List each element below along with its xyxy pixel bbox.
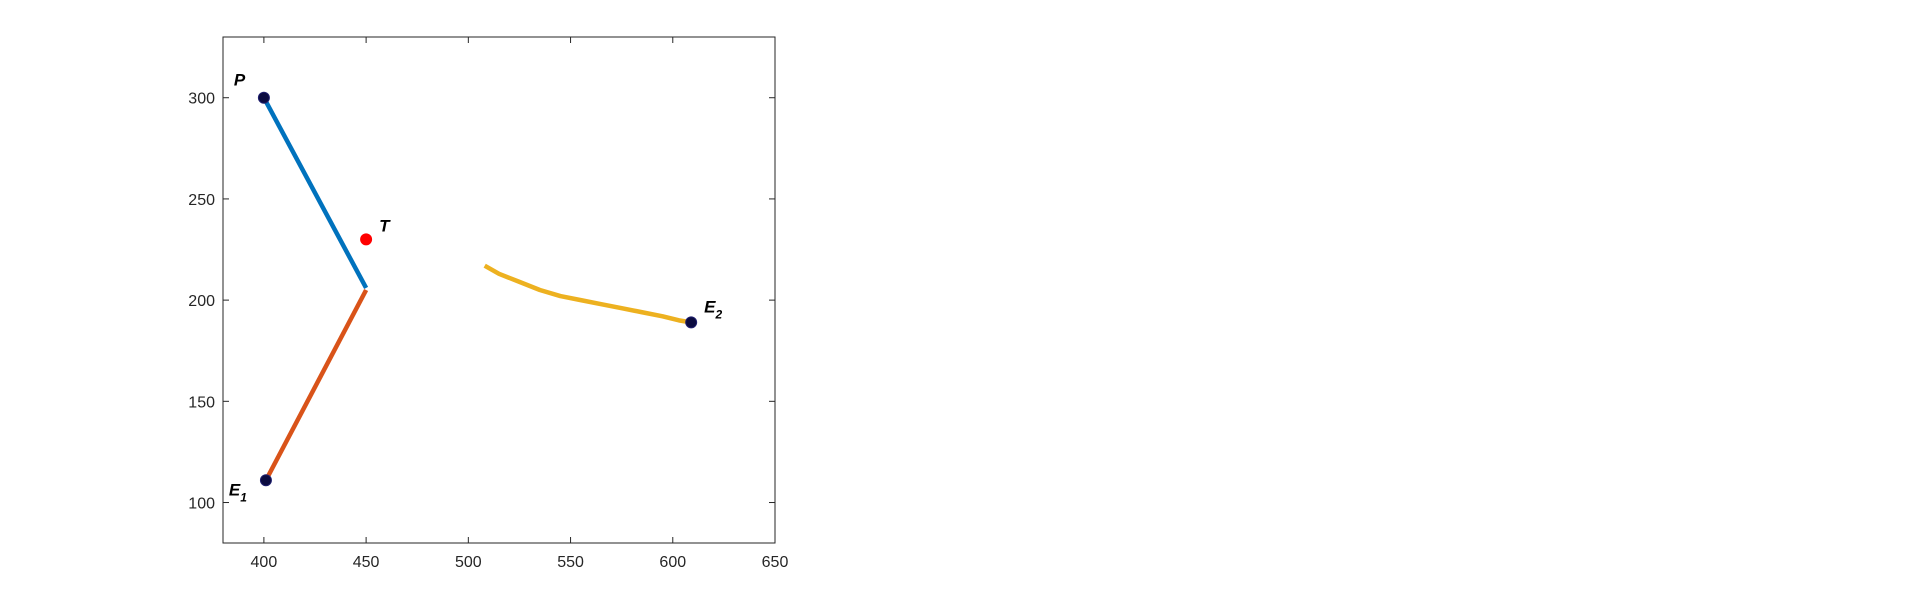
y-tick-label-100: 100	[188, 496, 215, 513]
marker-label-sub-E1: 1	[240, 490, 247, 504]
marker-label-E2: E2	[704, 297, 722, 321]
y-tick-label-250: 250	[188, 192, 215, 209]
marker-label-main-P: P	[234, 71, 246, 90]
series-line-0	[261, 96, 369, 290]
series-line-2	[483, 263, 692, 325]
marker-point-T	[360, 233, 373, 246]
x-tick-label-500: 500	[455, 554, 482, 571]
x-tick-label-650: 650	[762, 554, 789, 571]
marker-label-P: P	[234, 71, 246, 90]
series-group	[261, 96, 692, 482]
x-tick-label-600: 600	[659, 554, 686, 571]
marker-label-main-T: T	[379, 216, 391, 235]
y-tick-label-200: 200	[188, 293, 215, 310]
x-tick-label-450: 450	[353, 554, 380, 571]
marker-label-T: T	[379, 216, 391, 235]
y-tick-label-150: 150	[188, 394, 215, 411]
marker-point-E2	[685, 316, 698, 329]
series-line-1	[263, 288, 369, 482]
marker-point-P	[257, 91, 270, 104]
marker-label-main-E1: E	[229, 480, 241, 499]
marker-label-main-E2: E	[704, 297, 716, 316]
x-tick-label-550: 550	[557, 554, 584, 571]
marker-label-E1: E1	[229, 480, 247, 504]
marker-point-E1	[259, 474, 272, 487]
y-tick-label-300: 300	[188, 91, 215, 108]
axis-ticks: 400 450 500 550 600 650 100 150 200 250 300	[188, 37, 788, 571]
axes-box	[222, 36, 776, 544]
x-tick-label-400: 400	[251, 554, 278, 571]
marker-label-sub-E2: 2	[715, 307, 723, 321]
